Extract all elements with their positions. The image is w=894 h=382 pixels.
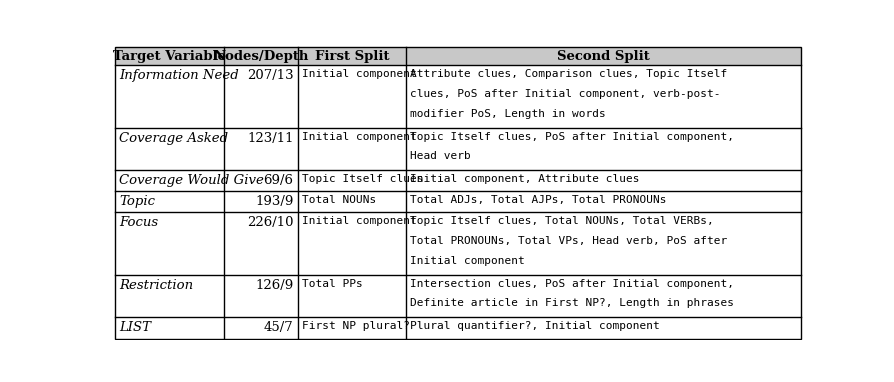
Text: Target Variable: Target Variable: [113, 50, 226, 63]
Bar: [115, 212, 801, 275]
Text: LIST: LIST: [120, 321, 151, 334]
Text: First Split: First Split: [315, 50, 389, 63]
Text: Intersection clues, PoS after Initial component,: Intersection clues, PoS after Initial co…: [410, 279, 734, 289]
Text: Initial component, Attribute clues: Initial component, Attribute clues: [410, 174, 640, 184]
Text: 126/9: 126/9: [256, 279, 293, 292]
Text: Initial component: Initial component: [410, 256, 525, 266]
Bar: [115, 170, 801, 191]
Text: Topic: Topic: [120, 195, 156, 208]
Text: Total PPs: Total PPs: [302, 279, 363, 289]
Text: Total PRONOUNs, Total VPs, Head verb, PoS after: Total PRONOUNs, Total VPs, Head verb, Po…: [410, 236, 728, 246]
Text: Head verb: Head verb: [410, 151, 471, 161]
Text: 226/10: 226/10: [247, 216, 293, 229]
Bar: [115, 47, 801, 65]
Text: Information Need: Information Need: [120, 69, 239, 82]
Text: Total NOUNs: Total NOUNs: [302, 195, 376, 205]
Text: Topic Itself clues: Topic Itself clues: [302, 174, 424, 184]
Bar: [115, 317, 801, 338]
Text: Attribute clues, Comparison clues, Topic Itself: Attribute clues, Comparison clues, Topic…: [410, 69, 728, 79]
Text: 207/13: 207/13: [247, 69, 293, 82]
Text: First NP plural?: First NP plural?: [302, 321, 409, 331]
Text: Coverage Would Give: Coverage Would Give: [120, 174, 265, 187]
Text: Nodes/Depth: Nodes/Depth: [213, 50, 308, 63]
Text: Topic Itself clues, PoS after Initial component,: Topic Itself clues, PoS after Initial co…: [410, 132, 734, 142]
Text: clues, PoS after Initial component, verb-post-: clues, PoS after Initial component, verb…: [410, 89, 721, 99]
Text: Initial component: Initial component: [302, 216, 417, 226]
Text: Initial component: Initial component: [302, 69, 417, 79]
Bar: [115, 128, 801, 170]
Text: Initial component: Initial component: [302, 132, 417, 142]
Bar: [115, 65, 801, 128]
Text: Definite article in First NP?, Length in phrases: Definite article in First NP?, Length in…: [410, 298, 734, 308]
Text: Coverage Asked: Coverage Asked: [120, 132, 229, 145]
Text: 69/6: 69/6: [264, 174, 293, 187]
Text: Restriction: Restriction: [120, 279, 193, 292]
Text: Second Split: Second Split: [557, 50, 650, 63]
Text: 123/11: 123/11: [247, 132, 293, 145]
Text: Focus: Focus: [120, 216, 158, 229]
Bar: [115, 191, 801, 212]
Text: Total ADJs, Total AJPs, Total PRONOUNs: Total ADJs, Total AJPs, Total PRONOUNs: [410, 195, 667, 205]
Text: 45/7: 45/7: [264, 321, 293, 334]
Bar: [115, 275, 801, 317]
Text: Topic Itself clues, Total NOUNs, Total VERBs,: Topic Itself clues, Total NOUNs, Total V…: [410, 216, 714, 226]
Text: modifier PoS, Length in words: modifier PoS, Length in words: [410, 109, 606, 119]
Text: Plural quantifier?, Initial component: Plural quantifier?, Initial component: [410, 321, 660, 331]
Text: 193/9: 193/9: [255, 195, 293, 208]
